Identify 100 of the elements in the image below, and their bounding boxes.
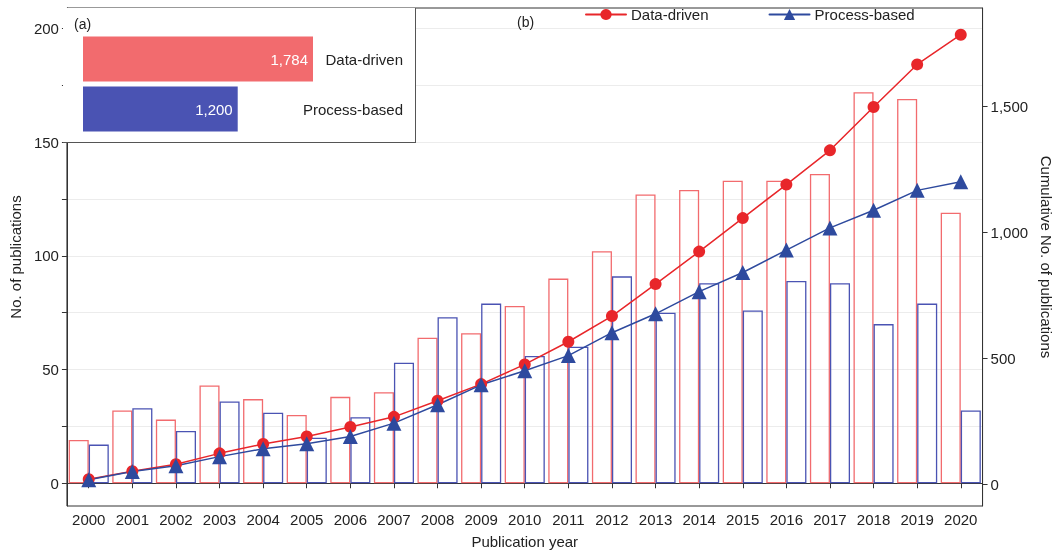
- point: [911, 58, 924, 71]
- y2-tick-label: 0: [990, 475, 999, 493]
- bar: [809, 174, 830, 484]
- bar: [199, 385, 220, 484]
- bar: [655, 312, 676, 484]
- bar: [306, 437, 327, 484]
- x-tick-label: 2000: [72, 511, 106, 528]
- y2-tick-label: 500: [990, 349, 1016, 367]
- point: [212, 449, 228, 465]
- point: [780, 178, 793, 191]
- bar: [940, 212, 961, 484]
- point: [560, 348, 576, 364]
- x-tick-label: 2004: [246, 511, 280, 528]
- bar: [679, 189, 700, 484]
- x-tick-label: 2002: [159, 511, 193, 528]
- point: [386, 415, 402, 431]
- point: [517, 363, 533, 379]
- y2-tick-label: 1,000: [990, 223, 1029, 241]
- data-label: 1,784: [270, 50, 308, 68]
- bar: [263, 412, 284, 484]
- bar: [393, 362, 414, 484]
- x-tick-label: 2015: [726, 511, 760, 528]
- bar: [635, 194, 656, 484]
- x-tick-label: 2008: [420, 511, 455, 528]
- bar: [330, 396, 351, 484]
- x-axis-title: Publication year: [471, 533, 579, 550]
- bar: [175, 430, 196, 484]
- bar: [155, 419, 176, 484]
- chart-title: (b): [517, 14, 535, 30]
- x-tick-label: 2006: [333, 511, 368, 528]
- x-tick-label: 2003: [202, 511, 237, 528]
- x-tick-label: 2020: [944, 511, 978, 528]
- point: [867, 101, 880, 113]
- point: [648, 306, 664, 322]
- bar: [897, 98, 918, 484]
- chart-title: (a): [74, 16, 92, 32]
- bar: [917, 303, 938, 484]
- point: [344, 420, 357, 433]
- point: [604, 325, 620, 341]
- x-tick-label: 2017: [813, 511, 847, 528]
- y-tick-label: 0: [50, 474, 59, 492]
- point: [430, 397, 446, 413]
- x-tick-label: 2001: [115, 511, 150, 528]
- y2-axis-title: Cumulative No. of publications: [1038, 155, 1055, 359]
- point: [299, 436, 315, 452]
- y2-tick-label: 1,500: [990, 97, 1029, 115]
- bar: [568, 346, 589, 484]
- legend-label: Data-driven: [631, 6, 709, 23]
- point: [953, 174, 969, 190]
- bar: [742, 310, 763, 484]
- bar: [548, 278, 569, 484]
- x-tick-label: 2005: [290, 511, 324, 528]
- bar: [591, 251, 612, 484]
- bar: [243, 399, 264, 484]
- bar: [829, 283, 851, 484]
- x-tick-label: 2013: [638, 511, 673, 528]
- bar: [417, 337, 438, 484]
- point: [649, 278, 662, 291]
- point: [954, 28, 967, 41]
- bar: [219, 401, 240, 484]
- point: [605, 310, 618, 323]
- bar: [437, 317, 458, 484]
- x-tick-label: 2011: [552, 511, 585, 528]
- bar: [88, 444, 109, 484]
- point: [736, 212, 749, 225]
- bar: [112, 410, 133, 484]
- point: [342, 428, 358, 444]
- y-axis-title: No. of publications: [7, 195, 24, 319]
- bar: [132, 408, 153, 484]
- bar: [481, 303, 502, 484]
- point: [778, 242, 794, 258]
- point: [562, 335, 575, 348]
- data-label: 1,200: [195, 100, 233, 118]
- bar: [611, 276, 633, 484]
- bar: [853, 92, 874, 484]
- bar: [699, 283, 720, 484]
- bar: [461, 333, 482, 484]
- y-tick-label: 200: [33, 19, 59, 37]
- bar: [373, 392, 394, 484]
- legend-label: Process-based: [814, 6, 915, 23]
- bar: [68, 440, 89, 484]
- bar: [960, 410, 981, 484]
- x-tick-label: 2018: [856, 511, 891, 528]
- x-tick-label: 2009: [464, 511, 498, 528]
- y-tick-label: 100: [33, 247, 59, 265]
- y-tick-label: 50: [42, 361, 59, 379]
- bar: [766, 180, 787, 484]
- point: [823, 144, 836, 157]
- bar: [286, 415, 307, 484]
- x-tick-label: 2012: [595, 511, 629, 528]
- x-tick-label: 2019: [900, 511, 934, 528]
- x-tick-label: 2007: [377, 511, 411, 528]
- bar: [873, 324, 894, 484]
- bar: [722, 180, 743, 484]
- y-tick-label: 150: [33, 133, 59, 151]
- bar: [524, 355, 545, 484]
- point: [909, 182, 925, 198]
- point: [735, 264, 751, 280]
- bar: [350, 417, 371, 484]
- bar: [786, 280, 807, 484]
